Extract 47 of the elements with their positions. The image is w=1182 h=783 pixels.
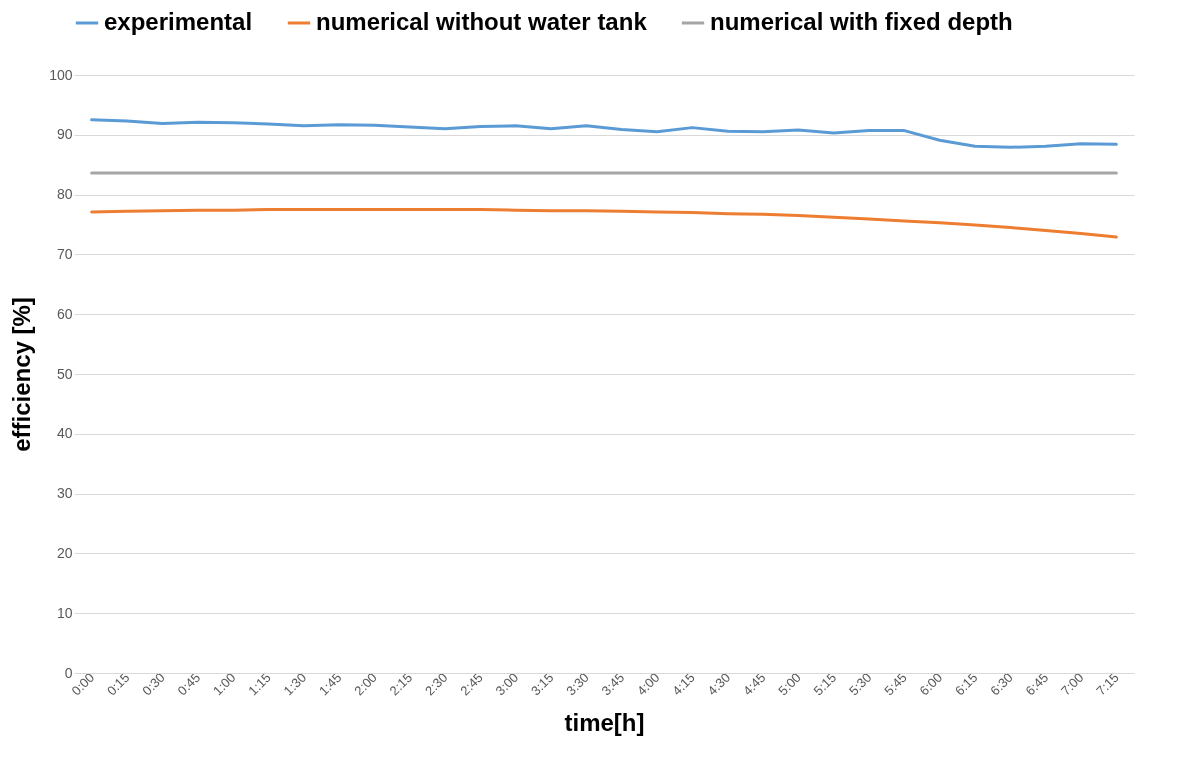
line-series <box>90 208 1118 239</box>
y-tick-label: 80 <box>56 186 73 203</box>
y-tick-label: 100 <box>49 66 73 83</box>
x-tick-label: 1:00 <box>209 669 239 699</box>
y-tick-label: 60 <box>56 305 73 322</box>
x-tick-label: 3:30 <box>563 669 592 699</box>
y-tick-label: 0 <box>64 664 73 681</box>
x-tick-label: 5:00 <box>775 669 804 699</box>
x-tick-label: 7:15 <box>1093 669 1122 699</box>
x-tick-label: 3:15 <box>527 669 557 699</box>
x-tick-label: 6:00 <box>916 669 946 699</box>
x-tick-label: 0:15 <box>103 669 133 699</box>
x-tick-label: 5:15 <box>810 669 840 699</box>
x-tick-label: 4:30 <box>704 669 734 699</box>
legend-label: numerical without water tank <box>316 8 648 35</box>
x-tick-label: 1:45 <box>315 669 345 699</box>
y-tick-label: 70 <box>56 245 73 262</box>
x-tick-label: 1:30 <box>280 669 310 699</box>
y-tick-label: 30 <box>56 485 73 502</box>
x-axis-title: time[h] <box>564 709 645 737</box>
legend-label: experimental <box>104 8 253 35</box>
x-tick-label: 4:45 <box>739 669 769 699</box>
x-tick-label: 2:15 <box>386 669 416 699</box>
x-tick-label: 5:30 <box>845 669 875 699</box>
y-tick-label: 90 <box>56 126 73 143</box>
x-tick-label: 5:45 <box>881 669 910 699</box>
x-tick-label: 4:00 <box>633 669 663 699</box>
x-tick-label: 6:15 <box>951 669 981 699</box>
x-tick-label: 1:15 <box>245 669 274 699</box>
y-tick-label: 20 <box>56 544 73 561</box>
x-tick-label: 3:00 <box>492 669 522 699</box>
x-tick-label: 2:00 <box>351 669 380 699</box>
x-tick-label: 3:45 <box>598 669 628 699</box>
x-tick-label: 6:45 <box>1022 669 1052 699</box>
x-tick-label: 7:00 <box>1057 669 1087 699</box>
x-tick-label: 6:30 <box>987 669 1016 699</box>
x-tick-label: 2:30 <box>421 669 451 699</box>
y-tick-label: 10 <box>56 604 73 621</box>
y-axis-title: efficiency [%] <box>8 297 36 452</box>
x-tick-label: 2:45 <box>457 669 486 699</box>
x-tick-label: 4:15 <box>669 669 698 699</box>
x-tick-label: 0:30 <box>139 669 168 699</box>
y-tick-label: 40 <box>56 425 73 442</box>
y-tick-label: 50 <box>56 365 73 382</box>
x-tick-label: 0:45 <box>174 669 204 699</box>
line-series <box>90 118 1118 149</box>
legend-label: numerical with fixed depth <box>710 8 1013 35</box>
